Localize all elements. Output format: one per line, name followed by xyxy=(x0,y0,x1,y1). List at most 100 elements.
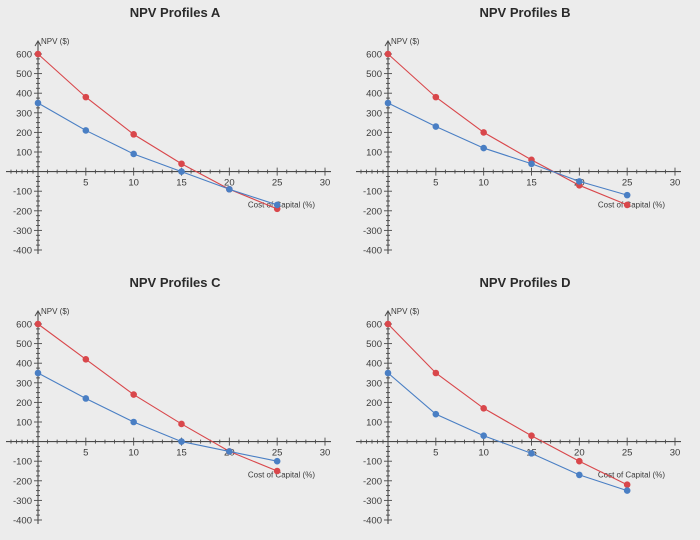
x-tick-label: 30 xyxy=(670,448,681,459)
y-tick-label: 200 xyxy=(16,398,32,409)
y-axis-label: NPV ($) xyxy=(391,307,420,316)
y-tick-label: 200 xyxy=(366,398,382,409)
data-point xyxy=(130,391,137,398)
y-tick-label: 500 xyxy=(16,339,32,350)
y-tick-label: 100 xyxy=(366,418,382,429)
data-point xyxy=(34,99,42,107)
data-point xyxy=(480,129,487,136)
x-tick-label: 5 xyxy=(83,178,88,189)
y-tick-label: -100 xyxy=(363,457,382,468)
x-axis-label: Cost of Capital (%) xyxy=(248,201,315,210)
data-point xyxy=(623,487,631,494)
x-axis-label: Cost of Capital (%) xyxy=(248,471,315,480)
data-point xyxy=(432,123,440,130)
y-axis-arrow-icon xyxy=(384,40,392,47)
x-tick-label: 30 xyxy=(320,448,331,459)
y-tick-label: 500 xyxy=(366,339,382,350)
x-tick-label: 10 xyxy=(478,178,489,189)
y-axis-arrow-icon xyxy=(384,310,392,317)
data-point xyxy=(480,432,487,440)
data-point xyxy=(178,168,185,175)
x-tick-label: 5 xyxy=(433,178,438,189)
series-line xyxy=(387,53,628,206)
data-point xyxy=(528,450,535,457)
x-tick-label: 25 xyxy=(272,448,283,459)
y-tick-label: 100 xyxy=(16,148,32,159)
x-tick-label: 5 xyxy=(433,448,438,459)
data-point xyxy=(178,420,185,428)
data-point xyxy=(273,457,281,465)
chart-title: NPV Profiles C xyxy=(129,275,221,290)
y-axis-arrow-icon xyxy=(34,40,42,47)
data-point xyxy=(178,438,185,445)
x-tick-label: 15 xyxy=(176,178,187,189)
chart-title: NPV Profiles D xyxy=(479,275,571,290)
data-point xyxy=(576,471,583,479)
series-line xyxy=(37,102,278,206)
y-tick-label: -100 xyxy=(13,457,32,468)
x-tick-label: 5 xyxy=(83,448,88,459)
data-point xyxy=(226,185,233,193)
x-tick-label: 10 xyxy=(478,448,489,459)
y-tick-label: 600 xyxy=(366,50,382,61)
data-point xyxy=(130,418,137,426)
y-tick-label: -200 xyxy=(13,206,32,217)
data-point xyxy=(432,369,440,377)
series-line xyxy=(387,323,628,486)
y-tick-label: 400 xyxy=(16,359,32,370)
x-tick-label: 20 xyxy=(224,178,235,189)
y-tick-label: -400 xyxy=(13,246,32,257)
x-axis-label: Cost of Capital (%) xyxy=(598,201,665,210)
y-tick-label: 300 xyxy=(366,108,382,119)
data-point xyxy=(384,99,392,107)
data-point xyxy=(384,320,392,328)
y-tick-label: 200 xyxy=(16,128,32,139)
series-line xyxy=(387,102,628,196)
y-tick-label: 300 xyxy=(16,108,32,119)
y-tick-label: -200 xyxy=(363,476,382,487)
y-tick-label: -300 xyxy=(13,496,32,507)
data-point xyxy=(34,320,42,328)
y-tick-label: 400 xyxy=(16,89,32,100)
y-axis-label: NPV ($) xyxy=(41,307,70,316)
x-tick-label: 25 xyxy=(272,178,283,189)
series-line xyxy=(387,372,628,492)
y-tick-label: -400 xyxy=(363,246,382,257)
data-point xyxy=(226,448,233,455)
data-point xyxy=(576,457,583,465)
x-axis-label: Cost of Capital (%) xyxy=(598,471,665,480)
x-tick-label: 10 xyxy=(128,448,139,459)
x-tick-label: 25 xyxy=(622,448,633,459)
data-point xyxy=(623,481,631,489)
chart-panel-c: NPV Profiles C 5101520253060050040030020… xyxy=(0,270,350,540)
y-tick-label: -400 xyxy=(13,516,32,527)
y-tick-label: 300 xyxy=(366,378,382,389)
data-point xyxy=(34,50,42,58)
x-tick-label: 30 xyxy=(320,178,331,189)
y-tick-label: -400 xyxy=(363,516,382,527)
data-point xyxy=(82,355,90,363)
data-point xyxy=(480,404,487,412)
y-tick-label: 300 xyxy=(16,378,32,389)
data-point xyxy=(82,127,90,134)
x-tick-label: 25 xyxy=(622,178,633,189)
data-point xyxy=(178,160,185,168)
npv-chart-d: 51015202530600500400300200100-100-200-30… xyxy=(356,307,681,527)
data-point xyxy=(34,369,42,377)
data-point xyxy=(623,191,631,199)
y-tick-label: 600 xyxy=(366,320,382,331)
y-tick-label: 400 xyxy=(366,359,382,370)
y-tick-label: -200 xyxy=(13,476,32,487)
series-line xyxy=(37,53,278,210)
data-point xyxy=(130,150,137,158)
chart-panel-a: NPV Profiles A 5 10 15 20 25 30 600 500 400 300 20… xyxy=(0,0,350,270)
y-axis-label: NPV ($) xyxy=(41,37,70,46)
npv-chart-b: 51015202530600500400300200100-100-200-30… xyxy=(356,37,681,257)
y-tick-label: 500 xyxy=(366,69,382,80)
y-axis-arrow-icon xyxy=(34,310,42,317)
data-point xyxy=(384,50,392,58)
y-tick-label: -300 xyxy=(13,226,32,237)
y-tick-label: -100 xyxy=(13,187,32,198)
x-tick-label: 15 xyxy=(526,178,537,189)
data-point xyxy=(432,93,440,101)
